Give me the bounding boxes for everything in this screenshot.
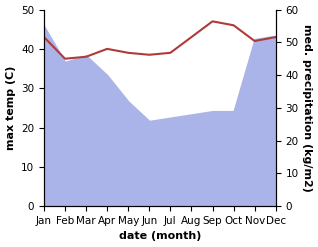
X-axis label: date (month): date (month): [119, 231, 201, 242]
Y-axis label: med. precipitation (kg/m2): med. precipitation (kg/m2): [302, 24, 313, 192]
Y-axis label: max temp (C): max temp (C): [5, 66, 16, 150]
